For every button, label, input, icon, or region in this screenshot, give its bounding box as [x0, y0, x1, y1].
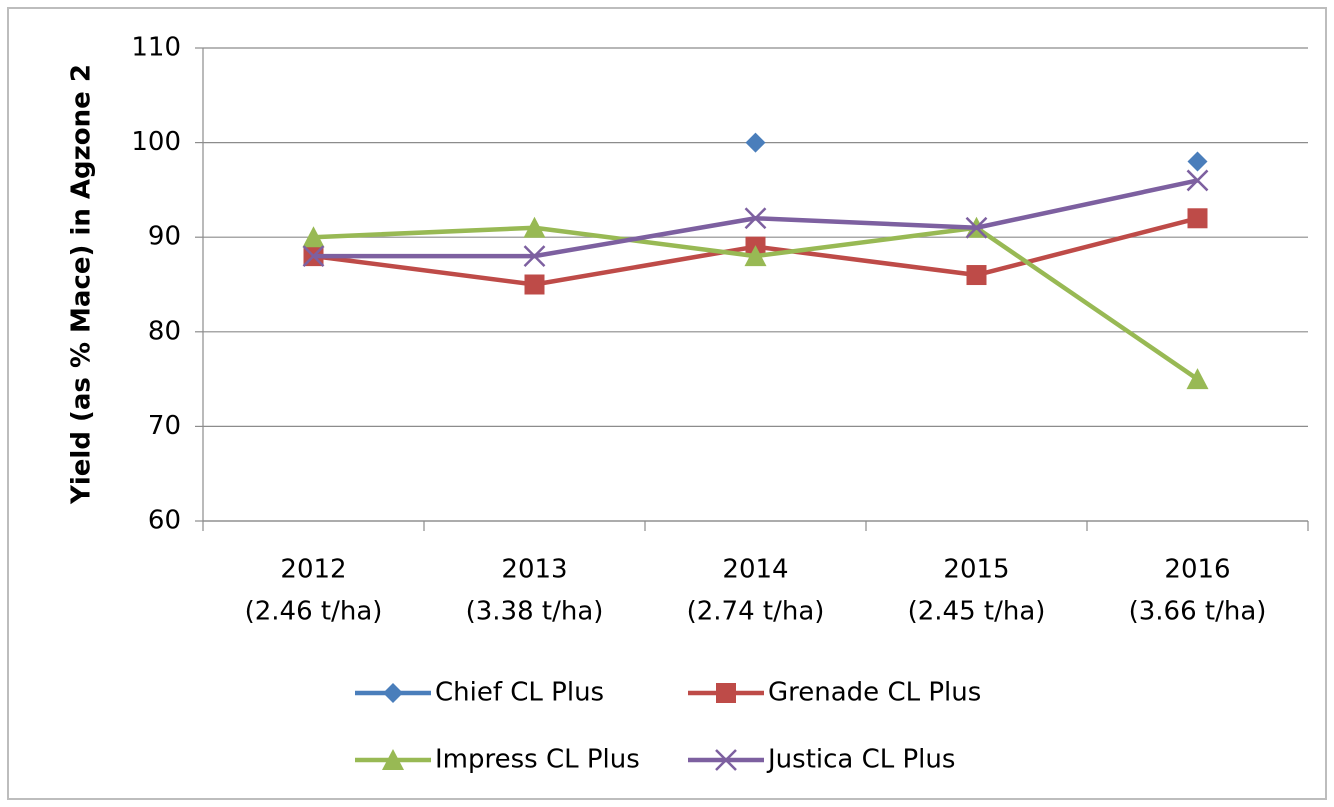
x-tick-label: 2012 — [280, 555, 346, 585]
x-tick-label: (2.46 t/ha) — [245, 597, 383, 627]
legend-marker — [715, 749, 737, 771]
y-tick-label: 110 — [131, 33, 181, 63]
data-point — [302, 226, 325, 248]
y-tick-label: 60 — [148, 506, 181, 536]
data-point — [523, 216, 546, 238]
legend-label: Impress CL Plus — [435, 745, 640, 775]
legend-marker — [716, 683, 736, 703]
data-point — [744, 245, 767, 267]
y-tick-label: 80 — [148, 316, 181, 346]
data-point — [1186, 169, 1209, 192]
legend-marker — [383, 683, 403, 703]
y-tick-label: 90 — [148, 222, 181, 252]
data-point — [523, 245, 546, 268]
data-point — [524, 274, 545, 295]
y-tick-label: 70 — [148, 411, 181, 441]
x-tick-label: (2.45 t/ha) — [908, 597, 1046, 627]
x-tick-label: (3.66 t/ha) — [1129, 597, 1267, 627]
x-tick-label: 2015 — [943, 555, 1009, 585]
x-tick-label: (2.74 t/ha) — [687, 597, 825, 627]
x-tick-label: 2014 — [722, 555, 788, 585]
data-point — [965, 216, 988, 239]
y-tick-label: 100 — [131, 127, 181, 157]
x-tick-label: 2013 — [501, 555, 567, 585]
legend-label: Chief CL Plus — [435, 678, 604, 708]
data-point — [744, 207, 767, 230]
legend-label: Grenade CL Plus — [768, 678, 981, 708]
data-point — [745, 132, 766, 153]
data-point — [1187, 208, 1208, 229]
data-point — [302, 245, 325, 268]
x-tick-label: 2016 — [1164, 555, 1230, 585]
legend-label: Justica CL Plus — [766, 745, 955, 775]
chart-border — [7, 7, 1327, 800]
data-point — [1187, 151, 1208, 172]
data-point — [966, 265, 987, 286]
x-tick-label: (3.38 t/ha) — [466, 597, 604, 627]
y-axis-label: Yield (as % Mace) in Agzone 2 — [67, 64, 97, 505]
data-point — [1186, 368, 1209, 390]
legend-marker — [382, 749, 404, 770]
